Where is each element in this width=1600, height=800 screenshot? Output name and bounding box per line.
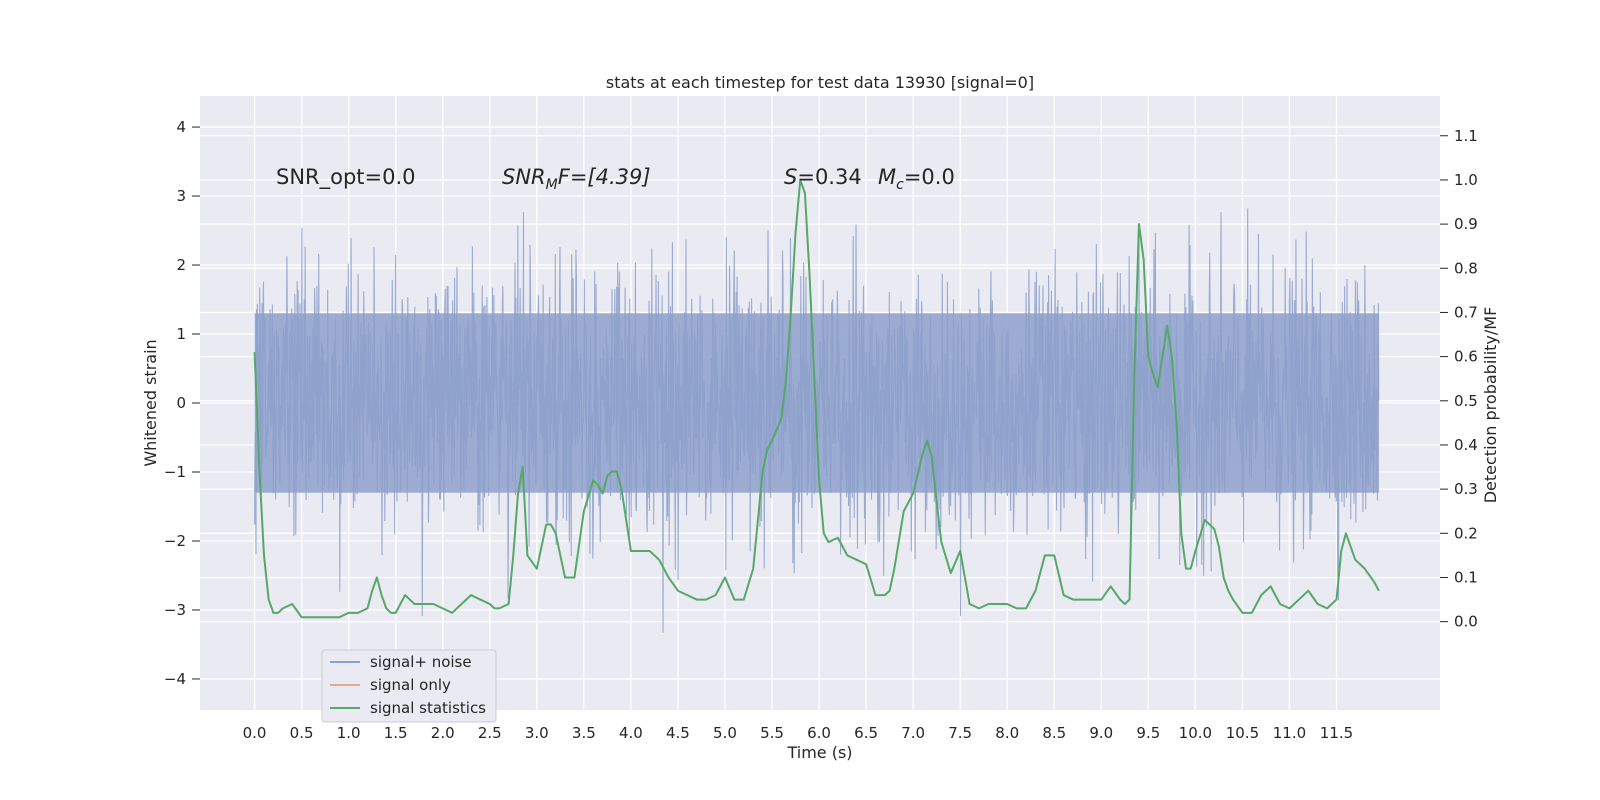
x-tick-label: 10.5 xyxy=(1226,724,1259,742)
x-tick-label: 0.0 xyxy=(243,724,267,742)
legend-label-signal-statistics: signal statistics xyxy=(370,699,486,717)
chart-title: stats at each timestep for test data 139… xyxy=(606,73,1034,92)
legend-label-signal-noise: signal+ noise xyxy=(370,653,472,671)
x-tick-label: 7.0 xyxy=(901,724,925,742)
y-left-tick-label: 1 xyxy=(176,325,186,343)
x-tick-label: 11.5 xyxy=(1320,724,1353,742)
x-axis-label: Time (s) xyxy=(786,743,852,762)
y-right-tick-label: 0.4 xyxy=(1454,436,1478,454)
snr-mf-rest: F=[4.39] xyxy=(558,165,651,189)
x-tick-label: 9.0 xyxy=(1089,724,1113,742)
y-right-tick-label: 0.0 xyxy=(1454,613,1478,631)
x-tick-label: 8.5 xyxy=(1042,724,1066,742)
snr-mf-label: SNR xyxy=(502,165,546,189)
mc-subscript: c xyxy=(896,177,904,193)
signal-statistics-series xyxy=(253,178,1380,619)
y-right-tick-label: 0.3 xyxy=(1454,480,1478,498)
x-tick-label: 3.5 xyxy=(572,724,596,742)
y-right-axis-label: Detection probability/MF xyxy=(1481,307,1500,504)
y-left-axis-label: Whitened strain xyxy=(141,339,160,466)
legend-label-signal-only: signal only xyxy=(370,676,451,694)
y-right-tick-label: 0.2 xyxy=(1454,524,1478,542)
y-left-tick-label: 3 xyxy=(176,187,186,205)
legend: signal+ noise signal only signal statist… xyxy=(321,649,497,723)
y-left-tick-label: −1 xyxy=(164,463,186,481)
y-left-tick-label: 4 xyxy=(176,118,186,136)
snr-opt-annotation: SNR_opt=0.0 xyxy=(276,165,416,190)
legend-box xyxy=(321,649,497,723)
x-tick-label: 2.0 xyxy=(431,724,455,742)
y-right-tick-label: 0.6 xyxy=(1454,348,1478,366)
x-tick-label: 6.0 xyxy=(807,724,831,742)
x-tick-label: 2.5 xyxy=(478,724,502,742)
snr-mf-subscript: M xyxy=(546,177,558,193)
x-tick-label: 5.5 xyxy=(760,724,784,742)
y-left-tick-labels: 4 3 2 1 0 −1 −2 −3 −4 xyxy=(164,118,200,688)
mc-label: M xyxy=(878,165,896,189)
x-tick-label: 0.5 xyxy=(290,724,314,742)
x-tick-labels: 0.0 0.5 1.0 1.5 2.0 2.5 3.0 3.5 4.0 4.5 5.0 5.5 6.0 6… xyxy=(243,724,1354,742)
y-left-tick-label: −4 xyxy=(164,670,186,688)
annotations: SNR_opt=0.0 SNRMF=[4.39] S=0.34 Mc=0.0 xyxy=(276,165,955,193)
x-tick-label: 6.5 xyxy=(854,724,878,742)
s-label: S xyxy=(784,165,797,189)
x-tick-label: 10.0 xyxy=(1179,724,1212,742)
y-right-tick-labels: 1.1 1.0 0.9 0.8 0.7 0.6 0.5 0.4 0.3 0.2 0.1 0.0 xyxy=(1440,127,1478,631)
y-right-tick-label: 1.1 xyxy=(1454,127,1478,145)
x-tick-label: 11.0 xyxy=(1273,724,1306,742)
y-left-tick-label: 2 xyxy=(176,256,186,274)
signal-statistics-line xyxy=(253,178,1380,619)
y-right-tick-label: 0.8 xyxy=(1454,259,1478,277)
mc-value: =0.0 xyxy=(904,165,955,189)
mc-annotation: Mc=0.0 xyxy=(878,165,955,193)
y-left-tick-label: −2 xyxy=(164,532,186,550)
y-right-tick-label: 0.1 xyxy=(1454,568,1478,586)
x-tick-label: 1.5 xyxy=(384,724,408,742)
x-tick-label: 7.5 xyxy=(948,724,972,742)
y-right-tick-label: 0.5 xyxy=(1454,392,1478,410)
x-tick-label: 9.5 xyxy=(1136,724,1160,742)
signal-noise-core-band xyxy=(254,313,1379,493)
s-value: =0.34 xyxy=(797,165,861,189)
x-tick-label: 4.0 xyxy=(619,724,643,742)
x-tick-label: 3.0 xyxy=(525,724,549,742)
y-left-tick-label: −3 xyxy=(164,601,186,619)
x-tick-label: 5.0 xyxy=(713,724,737,742)
x-tick-label: 1.0 xyxy=(337,724,361,742)
s-annotation: S=0.34 xyxy=(784,165,862,189)
y-right-tick-label: 0.7 xyxy=(1454,303,1478,321)
x-tick-label: 8.0 xyxy=(995,724,1019,742)
signal-noise-series xyxy=(254,208,1380,633)
y-left-tick-label: 0 xyxy=(176,394,186,412)
snr-mf-annotation: SNRMF=[4.39] xyxy=(502,165,651,193)
x-tick-label: 4.5 xyxy=(666,724,690,742)
y-right-tick-label: 1.0 xyxy=(1454,171,1478,189)
y-right-tick-label: 0.9 xyxy=(1454,215,1478,233)
